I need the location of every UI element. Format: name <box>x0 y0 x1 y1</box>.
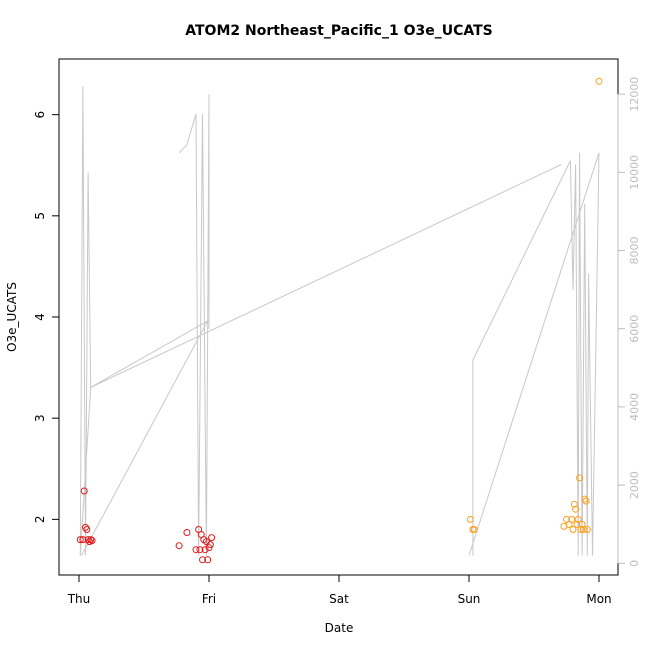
plot-area <box>58 58 619 576</box>
data-point <box>201 546 209 554</box>
x-tick-label: Fri <box>202 592 216 606</box>
data-point <box>466 515 474 523</box>
y-tick-label: 6 <box>33 111 47 119</box>
data-point <box>175 542 183 550</box>
y-axis-label: O3e_UCATS <box>5 282 19 352</box>
data-point <box>76 536 84 544</box>
y2-tick-label: 6000 <box>628 315 641 343</box>
data-point <box>573 520 581 528</box>
y2-tick-label: 8000 <box>628 237 641 265</box>
data-point <box>80 487 88 495</box>
x-tick-label: Sun <box>458 592 481 606</box>
y2-tick-label: 4000 <box>628 393 641 421</box>
data-point <box>83 526 91 533</box>
y-tick-label: 2 <box>33 516 47 524</box>
data-point <box>79 536 87 544</box>
y-tick-label: 3 <box>33 414 47 422</box>
data-point <box>595 77 603 85</box>
data-point <box>579 526 587 533</box>
y2-tick-label: 10000 <box>628 155 641 190</box>
data-point <box>470 526 478 533</box>
data-point <box>196 546 204 554</box>
data-point <box>183 529 191 536</box>
altitude-series <box>79 86 600 556</box>
y2-tick-label: 0 <box>628 560 641 567</box>
data-point <box>205 544 213 552</box>
data-point <box>570 500 578 508</box>
data-point <box>582 497 590 505</box>
chart-title: ATOM2 Northeast_Pacific_1 O3e_UCATS <box>185 23 493 39</box>
x-tick-label: Mon <box>586 592 611 606</box>
x-axis: Thu Fri Sat Sun Mon <box>67 574 612 606</box>
data-point <box>572 505 580 513</box>
y2-axis: 0 2000 4000 6000 8000 10000 12000 <box>617 77 641 567</box>
data-point <box>581 495 589 503</box>
x-tick-label: Sat <box>329 592 349 606</box>
altitude-line <box>79 164 562 556</box>
data-point <box>199 556 206 564</box>
altitude-line <box>79 86 209 556</box>
data-point <box>208 534 216 542</box>
data-point <box>569 526 577 533</box>
y-tick-label: 5 <box>33 212 47 220</box>
data-point <box>574 515 582 523</box>
x-tick-label: Thu <box>67 592 91 606</box>
data-points <box>76 77 603 564</box>
y2-tick-label: 12000 <box>628 77 641 112</box>
y-tick-label: 4 <box>33 313 47 321</box>
data-point <box>576 474 583 482</box>
y2-tick-label: 2000 <box>628 471 641 499</box>
x-axis-label: Date <box>325 621 354 635</box>
data-point <box>88 537 96 545</box>
altitude-line <box>178 94 210 556</box>
data-point <box>84 536 92 544</box>
data-point <box>206 541 214 549</box>
data-point <box>204 556 212 564</box>
data-point <box>192 546 200 554</box>
data-point <box>578 520 586 528</box>
data-point <box>87 536 95 544</box>
data-point <box>583 526 591 533</box>
y-axis: 2 3 4 5 6 <box>33 111 60 524</box>
altitude-line <box>468 152 600 556</box>
